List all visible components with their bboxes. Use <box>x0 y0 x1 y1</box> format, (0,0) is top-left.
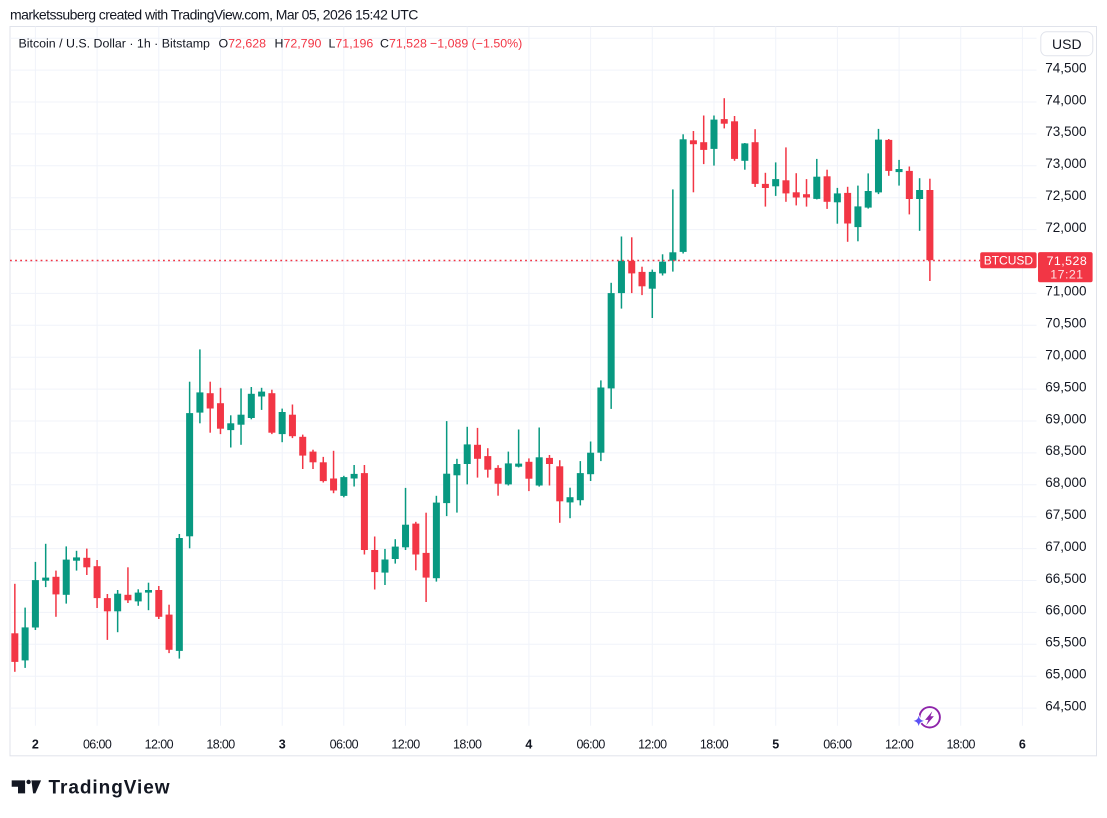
svg-text:18:00: 18:00 <box>700 738 729 752</box>
svg-text:06:00: 06:00 <box>823 738 852 752</box>
svg-text:66,000: 66,000 <box>1045 603 1086 618</box>
svg-text:70,000: 70,000 <box>1045 348 1086 363</box>
svg-text:12:00: 12:00 <box>638 738 667 752</box>
svg-text:68,000: 68,000 <box>1045 475 1086 490</box>
svg-text:12:00: 12:00 <box>145 738 174 752</box>
svg-text:70,500: 70,500 <box>1045 316 1086 331</box>
svg-text:12:00: 12:00 <box>391 738 420 752</box>
svg-text:66,500: 66,500 <box>1045 571 1086 586</box>
svg-text:64,500: 64,500 <box>1045 698 1086 713</box>
svg-text:67,500: 67,500 <box>1045 507 1086 522</box>
svg-text:C71,528: C71,528 <box>380 36 427 50</box>
svg-text:12:00: 12:00 <box>885 738 914 752</box>
svg-text:TradingView: TradingView <box>49 778 171 799</box>
svg-text:69,500: 69,500 <box>1045 379 1086 394</box>
svg-text:06:00: 06:00 <box>330 738 359 752</box>
svg-text:−1,089 (−1.50%): −1,089 (−1.50%) <box>430 36 522 50</box>
svg-text:73,000: 73,000 <box>1045 156 1086 171</box>
svg-text:2: 2 <box>32 738 39 752</box>
svg-text:H72,790: H72,790 <box>275 36 322 50</box>
svg-text:06:00: 06:00 <box>576 738 605 752</box>
svg-text:69,000: 69,000 <box>1045 411 1086 426</box>
svg-text:71,528: 71,528 <box>1047 254 1088 268</box>
svg-text:71,000: 71,000 <box>1045 284 1086 299</box>
svg-text:L71,196: L71,196 <box>329 36 374 50</box>
svg-text:18:00: 18:00 <box>453 738 482 752</box>
svg-text:06:00: 06:00 <box>83 738 112 752</box>
svg-text:6: 6 <box>1019 738 1026 752</box>
svg-text:3: 3 <box>279 738 286 752</box>
svg-text:18:00: 18:00 <box>947 738 976 752</box>
svg-text:65,500: 65,500 <box>1045 635 1086 650</box>
svg-text:17:21: 17:21 <box>1050 267 1083 281</box>
svg-text:marketssuberg created with Tra: marketssuberg created with TradingView.c… <box>10 7 418 23</box>
svg-text:67,000: 67,000 <box>1045 539 1086 554</box>
svg-text:4: 4 <box>525 738 532 752</box>
svg-text:USD: USD <box>1052 36 1082 52</box>
svg-text:74,000: 74,000 <box>1045 92 1086 107</box>
svg-text:BTCUSD: BTCUSD <box>984 254 1034 268</box>
svg-text:73,500: 73,500 <box>1045 124 1086 139</box>
svg-text:Bitcoin / U.S. Dollar · 1h · B: Bitcoin / U.S. Dollar · 1h · Bitstamp <box>19 36 211 50</box>
svg-text:5: 5 <box>772 738 779 752</box>
svg-text:65,000: 65,000 <box>1045 667 1086 682</box>
svg-text:O72,628: O72,628 <box>219 36 267 50</box>
svg-text:68,500: 68,500 <box>1045 443 1086 458</box>
svg-text:74,500: 74,500 <box>1045 60 1086 75</box>
svg-text:72,000: 72,000 <box>1045 220 1086 235</box>
svg-text:18:00: 18:00 <box>206 738 235 752</box>
svg-text:72,500: 72,500 <box>1045 188 1086 203</box>
